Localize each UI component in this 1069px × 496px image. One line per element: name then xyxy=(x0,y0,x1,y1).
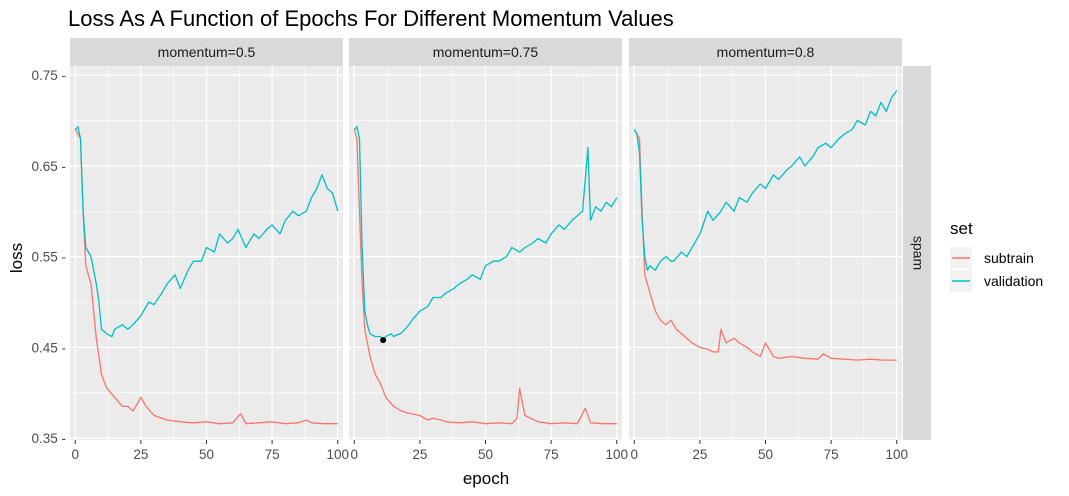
chart-title: Loss As A Function of Epochs For Differe… xyxy=(68,6,674,31)
series-line-validation xyxy=(353,126,618,341)
row-strip-background xyxy=(903,66,931,440)
x-tick-label: 75 xyxy=(824,447,839,462)
legend-entries: subtrain validation xyxy=(950,247,1043,292)
facet-row-strip: spam xyxy=(903,66,931,440)
y-tick-label: 0.35 - xyxy=(31,431,66,446)
x-tick-label: 0 xyxy=(350,447,358,462)
x-tick-label: 25 xyxy=(133,447,148,462)
x-tick-label: 100 xyxy=(605,447,628,462)
strip-label: momentum=0.8 xyxy=(717,44,815,60)
chart-panels: momentum=0.5 0 25 50 75 100 momentum=0.75 0 25 50… xyxy=(70,38,908,462)
x-tick-label: 0 xyxy=(630,447,638,462)
row-strip-label: spam xyxy=(910,236,926,270)
x-axis-title: epoch xyxy=(463,469,509,488)
series-line-validation xyxy=(633,90,898,271)
x-tick-label: 100 xyxy=(326,447,349,462)
strip-background xyxy=(349,38,622,66)
facet-panel: momentum=0.5 0 25 50 75 100 xyxy=(70,38,349,462)
x-tick-label: 75 xyxy=(265,447,280,462)
x-tick-label: 50 xyxy=(199,447,214,462)
strip-background xyxy=(70,38,343,66)
y-axis-title: loss xyxy=(7,243,26,273)
strip-label: momentum=0.5 xyxy=(158,44,256,60)
series-line-validation xyxy=(74,126,339,338)
x-tick-label: 25 xyxy=(412,447,427,462)
y-tick-label: 0.45 - xyxy=(31,340,66,355)
x-tick-label: 100 xyxy=(885,447,908,462)
y-axis-ticks: 0.35 - 0.45 - 0.55 - 0.65 - 0.75 - xyxy=(31,68,66,446)
x-tick-label: 50 xyxy=(478,447,493,462)
x-tick-label: 25 xyxy=(692,447,707,462)
y-tick-label: 0.65 - xyxy=(31,159,66,174)
strip-label: momentum=0.75 xyxy=(433,44,539,60)
series-line-subtrain xyxy=(74,129,338,425)
series-line-subtrain xyxy=(353,129,617,425)
facet-panel: momentum=0.75 0 25 50 75 100 xyxy=(349,38,628,462)
legend-title: set xyxy=(950,219,973,238)
facet-panel: momentum=0.8 0 25 50 75 100 xyxy=(629,38,908,462)
strip-background xyxy=(629,38,902,66)
series-line-subtrain xyxy=(633,129,897,361)
legend-label: validation xyxy=(984,273,1043,289)
legend: set subtrain validation xyxy=(950,219,1043,292)
x-tick-label: 0 xyxy=(71,447,79,462)
legend-label: subtrain xyxy=(984,250,1034,266)
x-tick-label: 50 xyxy=(758,447,773,462)
minimum-point xyxy=(380,337,387,344)
x-tick-label: 75 xyxy=(544,447,559,462)
y-tick-label: 0.55 - xyxy=(31,250,66,265)
y-tick-label: 0.75 - xyxy=(31,68,66,83)
